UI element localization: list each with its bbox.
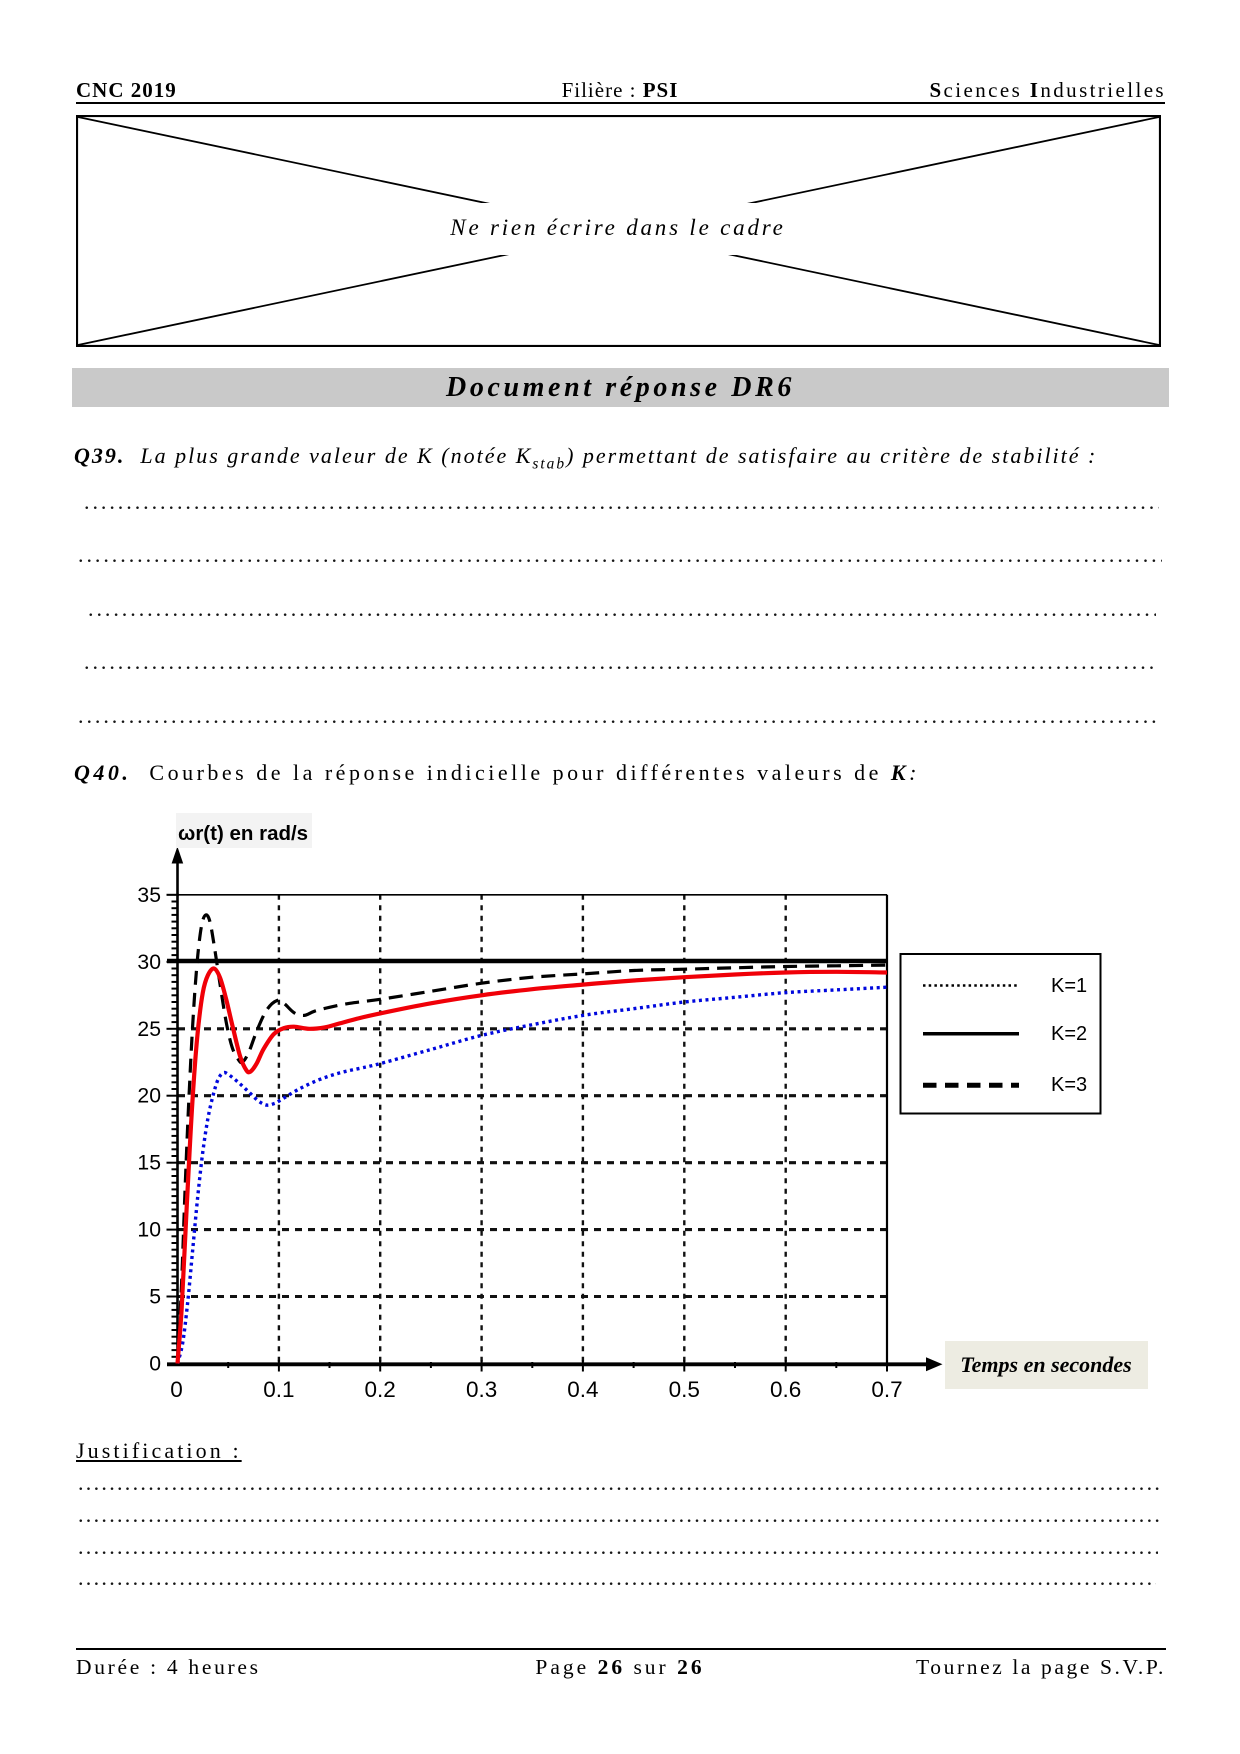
- svg-text:0.4: 0.4: [567, 1377, 598, 1402]
- svg-text:Ne rien écrire dans le cadre: Ne rien écrire dans le cadre: [449, 215, 785, 240]
- svg-text:0.6: 0.6: [770, 1377, 801, 1402]
- svg-text:K=3: K=3: [1051, 1074, 1087, 1096]
- svg-text:0: 0: [170, 1377, 183, 1402]
- svg-text:0.3: 0.3: [466, 1377, 497, 1402]
- svg-text:5: 5: [149, 1286, 161, 1309]
- svg-text:0.1: 0.1: [263, 1377, 294, 1402]
- svg-text:10: 10: [137, 1219, 161, 1242]
- svg-text:25: 25: [137, 1018, 161, 1041]
- svg-text:ωr(t) en rad/s: ωr(t) en rad/s: [178, 822, 308, 845]
- svg-text:K=2: K=2: [1051, 1023, 1087, 1045]
- svg-text:0.7: 0.7: [871, 1377, 902, 1402]
- svg-text:20: 20: [137, 1085, 161, 1108]
- svg-text:0: 0: [149, 1353, 161, 1376]
- svg-text:0.2: 0.2: [365, 1377, 396, 1402]
- svg-text:35: 35: [137, 884, 161, 907]
- svg-text:Temps en secondes: Temps en secondes: [960, 1352, 1132, 1377]
- svg-text:15: 15: [137, 1152, 161, 1175]
- svg-text:0.5: 0.5: [669, 1377, 700, 1402]
- svg-text:K=1: K=1: [1051, 975, 1087, 997]
- svg-text:30: 30: [137, 951, 161, 974]
